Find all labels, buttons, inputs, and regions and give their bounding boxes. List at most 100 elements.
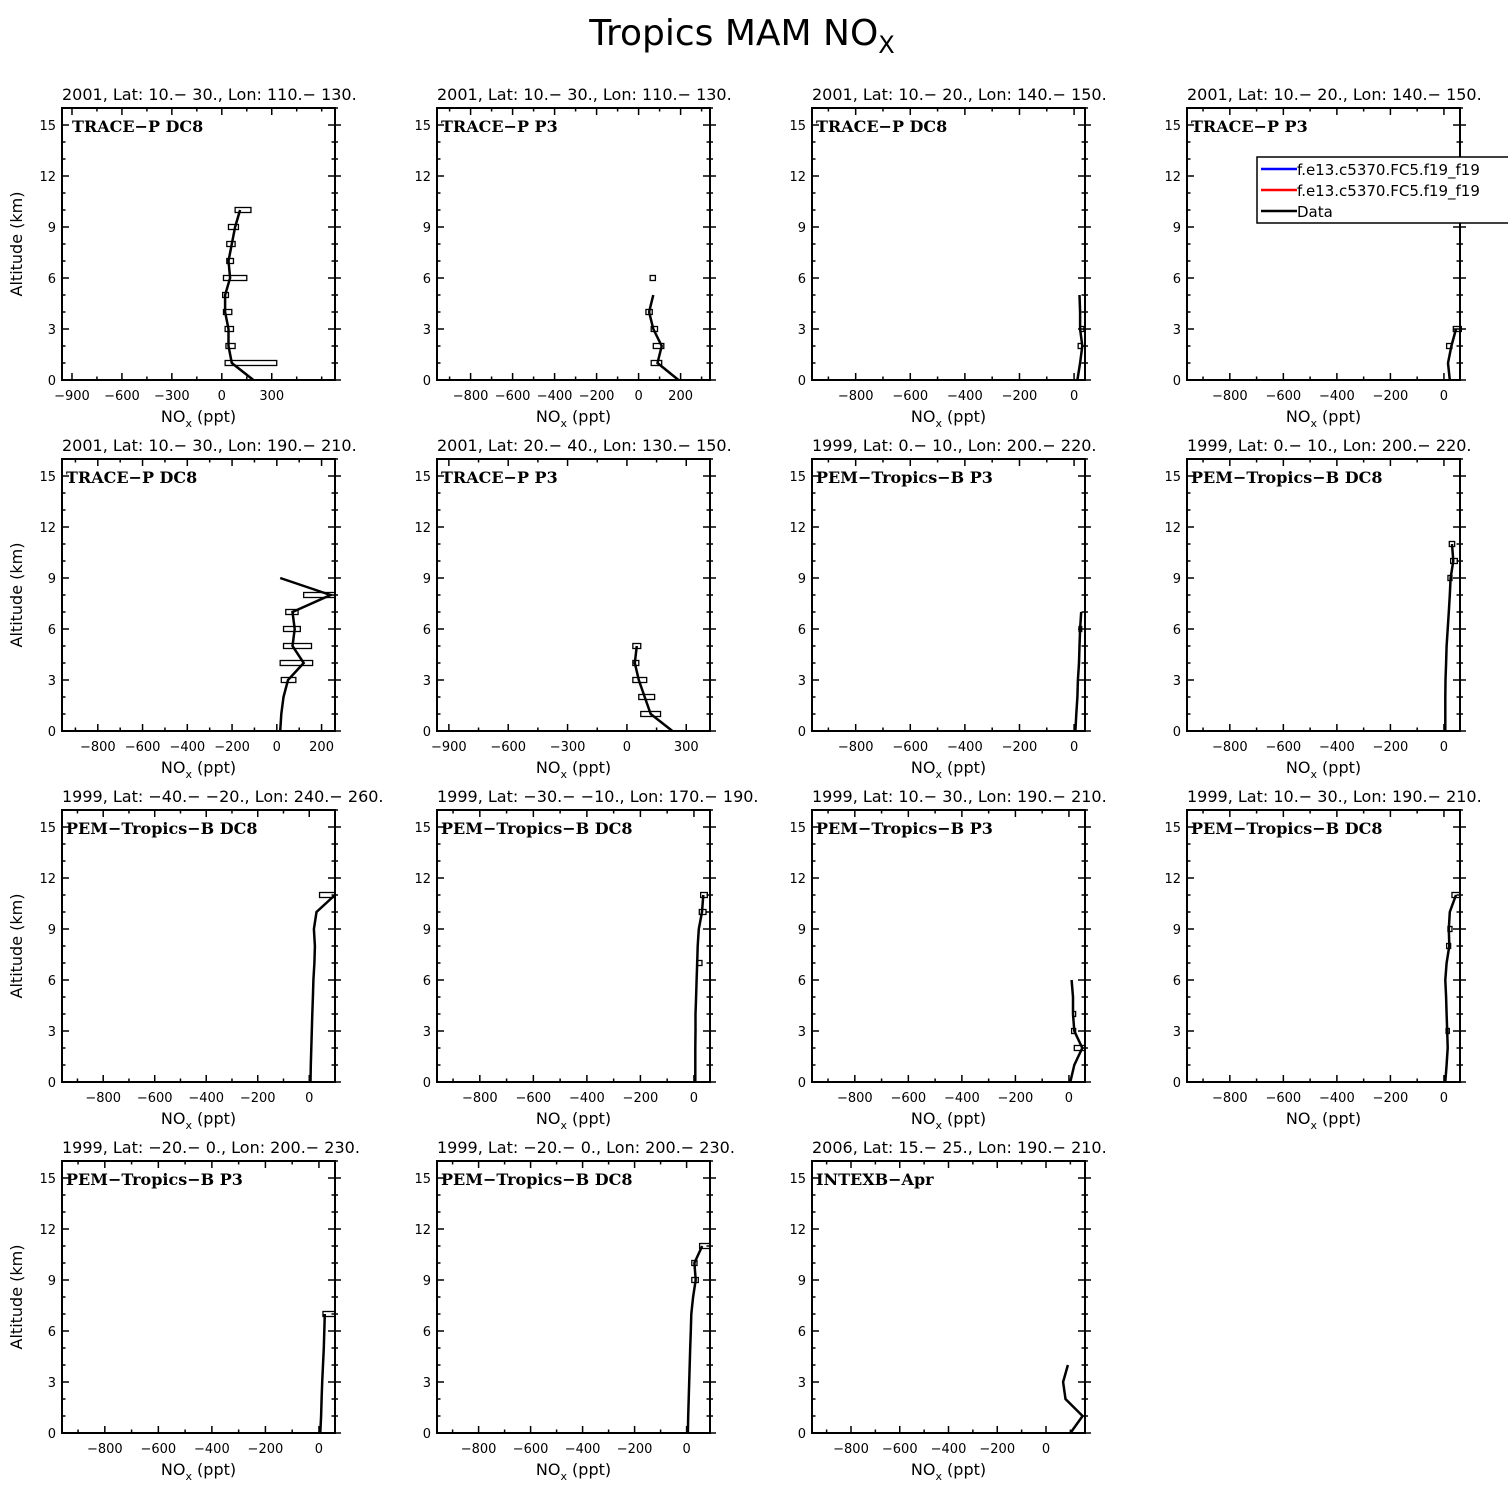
y-tick-label: 6: [423, 1325, 431, 1340]
x-axis-label-sub: x: [1310, 1119, 1317, 1132]
error-box: [222, 308, 233, 316]
y-tick-label: 3: [1173, 674, 1181, 689]
x-tick-label: −200: [617, 1442, 653, 1457]
panels-grid: 2001, Lat: 10.− 30., Lon: 110.− 130. 0 3 6 9…: [7, 85, 1508, 1483]
y-tick-label: 9: [1173, 923, 1181, 938]
x-tick-label: −600: [490, 740, 526, 755]
figure-title-main: Tropics MAM NO: [588, 13, 878, 54]
x-tick-label: −600: [515, 1091, 551, 1106]
x-axis-label: NOx (ppt): [536, 407, 611, 430]
data-line: [319, 1313, 327, 1434]
x-tick-label: −200: [214, 740, 250, 755]
panel-7: 1999, Lat: 0.− 10., Lon: 200.− 220. 0 3 6 9 1…: [789, 436, 1096, 781]
x-tick-label: 0: [1070, 740, 1078, 755]
x-axis-label-main: NO: [536, 1109, 561, 1128]
x-axis-label-main: NO: [1286, 407, 1311, 426]
x-axis-label-sub: x: [560, 1119, 567, 1132]
y-tick-label: 0: [48, 1076, 56, 1091]
y-tick-label: 15: [789, 1172, 806, 1187]
x-tick-label: 0: [623, 740, 631, 755]
x-tick-label: −400: [947, 740, 983, 755]
y-tick-label: 0: [798, 374, 806, 389]
legend-label: Data: [1297, 203, 1333, 221]
y-tick-label: 3: [48, 1025, 56, 1040]
y-tick-label: 3: [1173, 1025, 1181, 1040]
panel-title: 2001, Lat: 20.− 40., Lon: 130.− 150.: [437, 436, 732, 455]
x-tick-label: −600: [892, 740, 928, 755]
panel-campaign-label: TRACE−P P3: [1191, 117, 1308, 136]
panel-3: 2001, Lat: 10.− 20., Lon: 140.− 150. 0 3 6 9…: [789, 85, 1106, 430]
x-tick-label: 0: [305, 1091, 313, 1106]
panel-10: 1999, Lat: −30.− −10., Lon: 170.− 190. 0 3…: [414, 787, 758, 1132]
error-box: [652, 342, 665, 350]
x-axis-label-sub: x: [935, 1470, 942, 1483]
x-tick-label: −800: [461, 1442, 497, 1457]
x-axis-label-sub: x: [935, 417, 942, 430]
data-line: [1444, 894, 1458, 1083]
data-line: [633, 645, 674, 732]
y-tick-label: 6: [48, 623, 56, 638]
y-tick-label: 12: [414, 521, 431, 536]
y-tick-label: 12: [1164, 872, 1181, 887]
x-axis-label-main: NO: [161, 407, 186, 426]
x-axis-label-unit: (ppt): [192, 1460, 236, 1479]
y-tick-label: 6: [423, 974, 431, 989]
x-tick-label: 0: [634, 389, 642, 404]
y-tick-label: 6: [1173, 272, 1181, 287]
y-tick-label: 0: [798, 725, 806, 740]
x-axis-label-main: NO: [161, 758, 186, 777]
y-tick-label: 3: [798, 1025, 806, 1040]
x-tick-label: −600: [513, 1442, 549, 1457]
panel-campaign-label: TRACE−P P3: [441, 117, 558, 136]
y-axis-label: Altitude (km): [7, 1245, 26, 1350]
data-line: [1061, 1364, 1085, 1434]
x-tick-label: −200: [248, 1442, 284, 1457]
y-tick-label: 12: [39, 1223, 56, 1238]
panel-campaign-label: PEM−Tropics−B P3: [66, 1170, 243, 1189]
data-line: [1446, 328, 1458, 381]
panel-frame: [811, 809, 1086, 1083]
x-tick-label: 0: [690, 1091, 698, 1106]
figure-title: Tropics MAM NOX: [588, 13, 895, 59]
x-tick-label: 200: [309, 740, 334, 755]
panel-campaign-label: PEM−Tropics−B DC8: [66, 819, 257, 838]
y-tick-label: 15: [39, 470, 56, 485]
x-tick-label: −800: [462, 1091, 498, 1106]
x-axis-label: NOx (ppt): [161, 1460, 236, 1483]
y-tick-label: 0: [423, 725, 431, 740]
y-tick-label: 3: [423, 323, 431, 338]
y-tick-label: 6: [48, 272, 56, 287]
panel-campaign-label: PEM−Tropics−B P3: [816, 468, 993, 487]
x-axis-label-main: NO: [536, 407, 561, 426]
x-axis-label-unit: (ppt): [192, 758, 236, 777]
x-tick-label: −900: [54, 389, 90, 404]
panel-frame: [811, 1160, 1086, 1434]
x-axis-label-unit: (ppt): [1317, 1109, 1361, 1128]
y-tick-label: 0: [48, 374, 56, 389]
x-tick-label: −400: [947, 389, 983, 404]
x-tick-label: 0: [682, 1442, 690, 1457]
x-axis-label-sub: x: [185, 1470, 192, 1483]
x-axis-label: NOx (ppt): [1286, 407, 1361, 430]
y-tick-label: 0: [423, 1427, 431, 1442]
y-tick-label: 12: [414, 1223, 431, 1238]
x-tick-label: −200: [623, 1091, 659, 1106]
x-tick-label: −400: [188, 1091, 224, 1106]
y-tick-label: 15: [1164, 470, 1181, 485]
x-axis-label-unit: (ppt): [567, 407, 611, 426]
x-tick-label: −400: [565, 1442, 601, 1457]
data-line: [278, 576, 334, 732]
x-tick-label: −400: [1319, 740, 1355, 755]
y-tick-label: 15: [789, 119, 806, 134]
x-axis-label: NOx (ppt): [1286, 758, 1361, 781]
x-tick-label: −400: [169, 740, 205, 755]
x-tick-label: −400: [1319, 1091, 1355, 1106]
x-axis-label: NOx (ppt): [911, 1109, 986, 1132]
y-tick-label: 9: [423, 572, 431, 587]
panel-campaign-label: TRACE−P DC8: [72, 117, 203, 136]
panel-campaign-label: PEM−Tropics−B DC8: [1191, 819, 1382, 838]
y-tick-label: 15: [789, 470, 806, 485]
error-box: [650, 359, 663, 367]
y-tick-label: 15: [414, 119, 431, 134]
x-tick-label: −200: [998, 1091, 1034, 1106]
